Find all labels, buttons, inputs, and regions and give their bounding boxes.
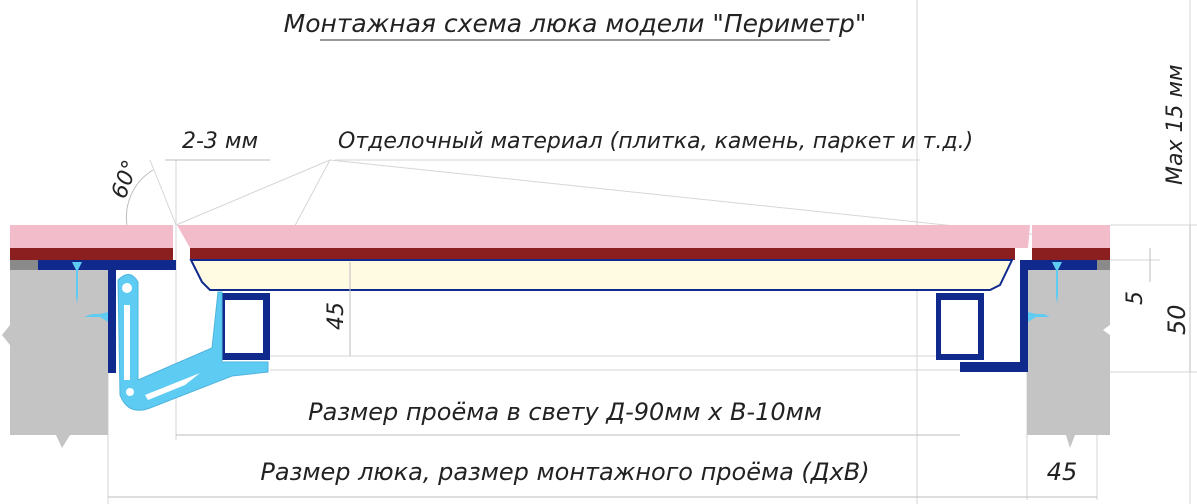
hatch-lid xyxy=(189,259,1014,291)
gap-label: 2-3 мм xyxy=(182,129,258,154)
concrete-left xyxy=(2,270,108,448)
finish-material-label: Отделочный материал (плитка, камень, пар… xyxy=(338,129,973,154)
diagram-title: Монтажная схема люка модели "Периметр" xyxy=(284,9,867,38)
adhesive-hatch xyxy=(190,248,1015,260)
angle-label: 60° xyxy=(107,157,144,202)
total-depth-label: 50 xyxy=(1163,304,1191,335)
tile-left xyxy=(10,225,173,248)
mounting-bracket xyxy=(117,274,269,411)
tile-right xyxy=(1032,225,1110,248)
leader-lines xyxy=(149,159,1041,236)
tile-hatch xyxy=(177,225,1030,248)
frame-height-label: 45 xyxy=(324,302,349,330)
concrete-right xyxy=(1027,270,1110,448)
side-width-label: 45 xyxy=(1047,458,1078,486)
dimension-lines xyxy=(108,159,1191,498)
clear-opening-label: Размер проёма в свету Д-90мм х В-10мм xyxy=(308,398,822,426)
frame-left xyxy=(38,260,270,373)
adhesive-right xyxy=(1032,248,1110,260)
adhesive-left xyxy=(10,248,173,260)
offset-label: 5 xyxy=(1123,291,1148,305)
hatch-size-label: Размер люка, размер монтажного проёма (Д… xyxy=(260,458,869,486)
max-thickness-label: Max 15 мм xyxy=(1163,64,1188,185)
screed-left xyxy=(10,260,38,270)
screed-right xyxy=(1097,260,1110,270)
screw-icon xyxy=(72,262,1062,322)
